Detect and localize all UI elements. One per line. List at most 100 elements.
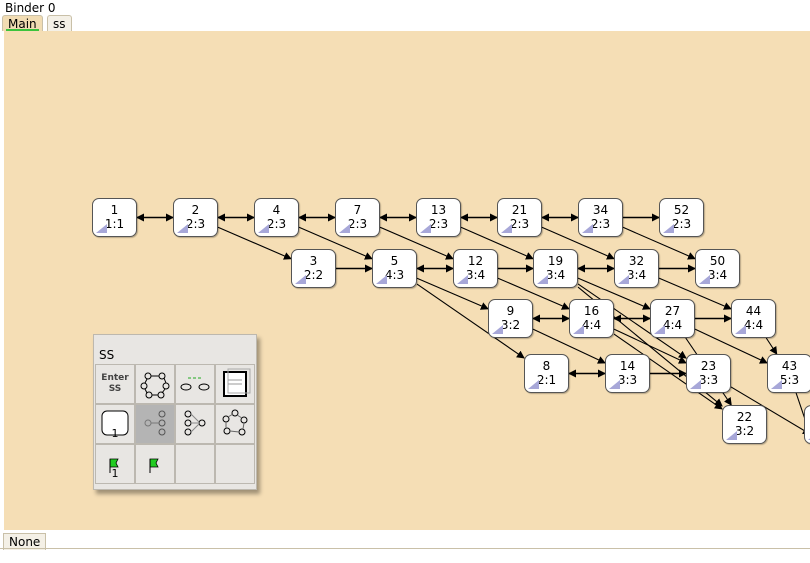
node-id: 43 bbox=[781, 359, 798, 373]
node-corner-icon bbox=[457, 275, 468, 284]
flag-tool-button[interactable]: 1 bbox=[95, 444, 135, 484]
node-id: 3 bbox=[309, 254, 318, 268]
graph-edge bbox=[577, 277, 651, 310]
node-id: 52 bbox=[673, 203, 690, 217]
tab-main[interactable]: Main bbox=[2, 15, 43, 31]
graph-node[interactable]: 23 3:3 bbox=[686, 354, 731, 393]
node-id: 9 bbox=[506, 304, 515, 318]
node-corner-icon bbox=[699, 275, 710, 284]
status-divider bbox=[0, 548, 810, 549]
graph-edge bbox=[765, 337, 778, 355]
node-id: 50 bbox=[709, 254, 726, 268]
node-id: 7 bbox=[353, 203, 362, 217]
node-corner-icon bbox=[96, 224, 107, 233]
graph-node[interactable]: 5 4:3 bbox=[372, 249, 417, 288]
graph-edge bbox=[613, 333, 723, 410]
graph-node[interactable]: 27 4:4 bbox=[650, 299, 695, 338]
node-tool-button[interactable]: 1 bbox=[95, 404, 135, 444]
flag-icon bbox=[109, 458, 119, 473]
node-corner-icon bbox=[537, 275, 548, 284]
graph-node[interactable]: 52 2:3 bbox=[659, 198, 704, 237]
graph-edge bbox=[497, 277, 570, 310]
tab-bar: Main ss bbox=[0, 14, 810, 32]
node-label: 3:3 bbox=[617, 373, 638, 387]
empty-cell-1 bbox=[175, 444, 215, 484]
graph-canvas[interactable]: 1 1:1 2 2:3 4 2:3 7 2:3 13 2:3 21 2:3 34 2:3 52 2:3 3 2:2… bbox=[4, 31, 810, 530]
graph2-icon bbox=[222, 409, 248, 436]
graph-edge bbox=[217, 226, 292, 260]
node-corner-icon bbox=[492, 325, 503, 334]
graph-node[interactable]: 43 5:3 bbox=[767, 354, 810, 393]
palette-grid: Enter SS bbox=[95, 364, 255, 484]
ss-label: SS bbox=[108, 384, 122, 394]
graph-node[interactable]: 19 3:4 bbox=[533, 249, 578, 288]
flag2-tool-button[interactable] bbox=[135, 444, 175, 484]
node-id: 44 bbox=[745, 304, 762, 318]
graph-node[interactable] bbox=[804, 405, 810, 444]
graph-node[interactable]: 1 1:1 bbox=[92, 198, 137, 237]
graph-edge bbox=[460, 226, 534, 260]
window-title: Binder 0 bbox=[5, 1, 56, 15]
graph-node[interactable]: 7 2:3 bbox=[335, 198, 380, 237]
graph-edge bbox=[658, 277, 732, 310]
node-label: 4:4 bbox=[743, 318, 764, 332]
graph-edge bbox=[298, 226, 373, 260]
note-icon bbox=[223, 368, 251, 397]
graph-node[interactable]: 16 4:4 bbox=[569, 299, 614, 338]
node-corner-icon bbox=[663, 224, 674, 233]
status-bar: None bbox=[0, 530, 810, 563]
chain2-tool-button[interactable] bbox=[175, 404, 215, 444]
graph-node[interactable]: 3 2:2 bbox=[291, 249, 336, 288]
node-corner-icon bbox=[808, 431, 810, 440]
node-corner-icon bbox=[582, 224, 593, 233]
graph-node[interactable]: 22 3:2 bbox=[722, 405, 767, 444]
node-label: 2:3 bbox=[671, 217, 692, 231]
node-id: 14 bbox=[619, 359, 636, 373]
flag-tool-label: 1 bbox=[111, 467, 119, 480]
link-tool-button[interactable] bbox=[175, 364, 215, 404]
enter-ss-button[interactable]: Enter SS bbox=[95, 364, 135, 404]
graph-node[interactable]: 21 2:3 bbox=[497, 198, 542, 237]
graph-node[interactable]: 12 3:4 bbox=[453, 249, 498, 288]
node-corner-icon bbox=[573, 325, 584, 334]
node-id: 32 bbox=[628, 254, 645, 268]
link-tool-icon bbox=[180, 377, 210, 391]
graph-tool-button[interactable] bbox=[135, 364, 175, 404]
node-label: 2:3 bbox=[590, 217, 611, 231]
node-corner-icon bbox=[735, 325, 746, 334]
graph-node[interactable]: 32 3:4 bbox=[614, 249, 659, 288]
node-corner-icon bbox=[420, 224, 431, 233]
graph-node[interactable]: 4 2:3 bbox=[254, 198, 299, 237]
node-corner-icon bbox=[177, 224, 188, 233]
graph2-tool-button[interactable] bbox=[215, 404, 255, 444]
graph-node[interactable]: 34 2:3 bbox=[578, 198, 623, 237]
graph-node[interactable]: 2 2:3 bbox=[173, 198, 218, 237]
graph-tool-icon bbox=[140, 372, 170, 399]
node-corner-icon bbox=[771, 380, 782, 389]
graph-edge bbox=[416, 283, 525, 359]
node-label: 3:4 bbox=[465, 268, 486, 282]
node-icon bbox=[101, 410, 129, 436]
graph-node[interactable]: 9 3:2 bbox=[488, 299, 533, 338]
note-tool-button[interactable] bbox=[215, 364, 255, 404]
graph-node[interactable]: 13 2:3 bbox=[416, 198, 461, 237]
node-id: 13 bbox=[430, 203, 447, 217]
ss-palette: SS Enter SS bbox=[93, 334, 257, 490]
tab-ss[interactable]: ss bbox=[47, 15, 72, 31]
node-label: 2:3 bbox=[509, 217, 530, 231]
node-id: 4 bbox=[272, 203, 281, 217]
node-id: 8 bbox=[542, 359, 551, 373]
chain-tool-button[interactable] bbox=[135, 404, 175, 444]
node-corner-icon bbox=[618, 275, 629, 284]
graph-node[interactable]: 8 2:1 bbox=[524, 354, 569, 393]
graph-node[interactable]: 44 4:4 bbox=[731, 299, 776, 338]
graph-node[interactable]: 14 3:3 bbox=[605, 354, 650, 393]
node-label: 3:3 bbox=[698, 373, 719, 387]
graph-edge bbox=[577, 283, 687, 359]
node-tool-label: 1 bbox=[111, 427, 119, 440]
node-id: 2 bbox=[191, 203, 200, 217]
node-label: 4:4 bbox=[662, 318, 683, 332]
graph-edge bbox=[532, 328, 606, 364]
graph-node[interactable]: 50 3:4 bbox=[695, 249, 740, 288]
node-label: 3:4 bbox=[707, 268, 728, 282]
